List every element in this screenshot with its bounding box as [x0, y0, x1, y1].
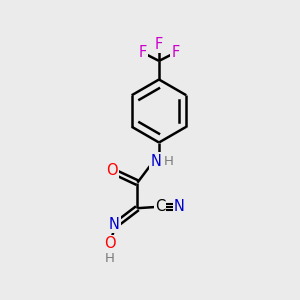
Text: C: C	[155, 199, 165, 214]
Text: H: H	[105, 252, 115, 266]
Text: H: H	[164, 154, 173, 168]
Text: O: O	[106, 163, 118, 178]
Text: F: F	[171, 45, 180, 60]
Text: N: N	[151, 154, 161, 169]
Text: N: N	[109, 217, 120, 232]
Text: F: F	[155, 37, 163, 52]
Text: O: O	[104, 236, 116, 251]
Text: N: N	[174, 199, 185, 214]
Text: F: F	[138, 45, 147, 60]
